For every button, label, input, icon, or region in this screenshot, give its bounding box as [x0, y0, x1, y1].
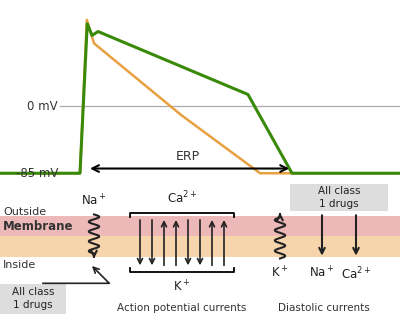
Text: K$^+$: K$^+$ — [173, 279, 191, 295]
Text: Diastolic currents: Diastolic currents — [278, 303, 370, 313]
Bar — [0, 216, 400, 237]
Text: Membrane: Membrane — [3, 220, 74, 233]
Text: 0 mV: 0 mV — [27, 100, 58, 113]
Text: ERP: ERP — [176, 150, 200, 163]
Text: Na$^+$: Na$^+$ — [81, 194, 107, 209]
Text: Ca$^{2+}$: Ca$^{2+}$ — [341, 265, 371, 282]
Text: All class
1 drugs: All class 1 drugs — [318, 186, 360, 209]
Text: K$^+$: K$^+$ — [271, 265, 289, 281]
Text: -85 mV: -85 mV — [16, 167, 58, 180]
FancyBboxPatch shape — [0, 284, 66, 314]
Bar — [0, 237, 400, 257]
Text: Na$^+$: Na$^+$ — [309, 265, 335, 281]
Text: Inside: Inside — [3, 260, 36, 270]
Text: Outside: Outside — [3, 207, 46, 217]
FancyBboxPatch shape — [290, 184, 388, 211]
Text: Action potential currents: Action potential currents — [117, 303, 247, 313]
Text: Ca$^{2+}$: Ca$^{2+}$ — [167, 190, 197, 206]
Text: All class
1 drugs: All class 1 drugs — [12, 287, 54, 310]
